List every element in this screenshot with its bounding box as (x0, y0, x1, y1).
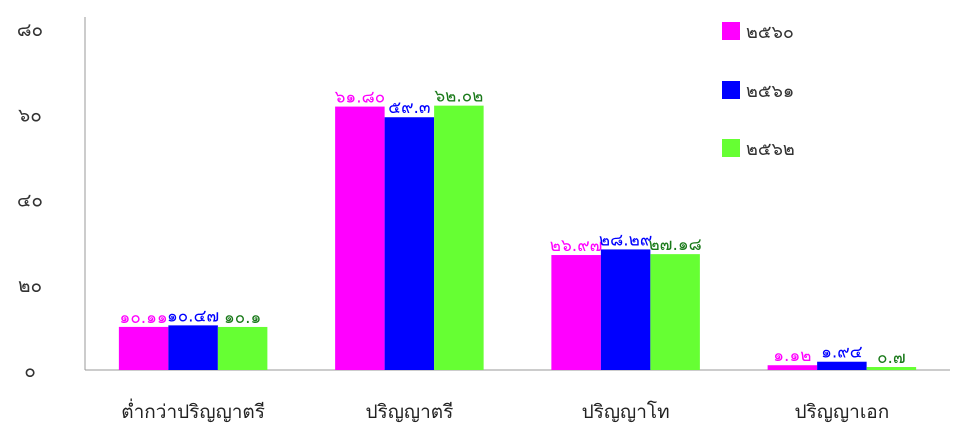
data-label: ๖๒.๐๒ (434, 87, 483, 107)
data-label: ๑๐.๔๗ (167, 306, 219, 326)
data-label: ๑๐.๑ (224, 308, 261, 328)
bar-๒๕๖๑-ปริญญาเอก (817, 361, 867, 370)
data-label: ๑.๙๔ (821, 343, 863, 363)
data-label: ๑๐.๑๑ (120, 308, 168, 328)
y-tick-label: ๒๐ (18, 275, 42, 297)
y-tick-label: ๖๐ (18, 104, 42, 126)
bar-๒๕๖๑-ปริญญาโท (600, 249, 651, 370)
y-tick-label: ๘๐ (17, 19, 43, 41)
bar-๒๕๖๒-ต่ำกว่าปริญญาตรี (217, 326, 268, 370)
bar-๒๕๖๑-ต่ำกว่าปริญญาตรี (168, 325, 218, 370)
data-label: ๒๘.๒๙ (599, 230, 652, 250)
bar-๒๕๖๒-ปริญญาเอก (866, 367, 917, 370)
bars (118, 105, 917, 371)
bar-๒๕๖๑-ปริญญาตรี (384, 117, 435, 370)
y-tick-label: ๐ (24, 360, 36, 382)
x-category-label: ปริญญาตรี (365, 401, 453, 423)
y-tick-label: ๔๐ (17, 190, 43, 212)
legend-swatch-๒๕๖๒ (722, 139, 740, 157)
x-category-label: ต่ำกว่าปริญญาตรี (121, 398, 265, 423)
bar-๒๕๖๐-ปริญญาโท (551, 255, 601, 370)
bar-๒๕๖๒-ปริญญาตรี (434, 105, 484, 371)
x-category-labels: ต่ำกว่าปริญญาตรี ปริญญาตรี ปริญญาโท ปริญญาเ… (121, 398, 889, 423)
legend-label: ๒๕๖๐ (746, 22, 794, 43)
data-label: ๒๖.๙๗ (550, 236, 603, 256)
legend-label: ๒๕๖๑ (746, 81, 794, 102)
data-label: ๑.๑๒ (773, 346, 811, 366)
data-labels: ๑๐.๑๑ ๑๐.๔๗ ๑๐.๑ ๖๑.๘๐๕๙.๓๖๒.๐๒๒๖.๙๗๒๘.๒๙๒๗… (120, 87, 906, 368)
bar-๒๕๖๐-ปริญญาตรี (335, 106, 385, 370)
x-category-label: ปริญญาเอก (795, 401, 890, 423)
bar-๒๕๖๒-ปริญญาโท (650, 254, 700, 370)
legend-label: ๒๕๖๒ (746, 139, 795, 160)
bar-๒๕๖๐-ต่ำกว่าปริญญาตรี (118, 326, 169, 370)
data-label: ๐.๗ (877, 348, 906, 368)
x-category-label: ปริญญาโท (582, 400, 670, 423)
y-tick-labels: ๐ ๒๐ ๔๐ ๖๐ ๘๐ (17, 19, 43, 382)
legend-swatch-๒๕๖๑ (722, 81, 740, 99)
legend-swatch-๒๕๖๐ (722, 22, 740, 40)
bar-๒๕๖๐-ปริญญาเอก (767, 365, 818, 370)
data-label: ๕๙.๓ (388, 98, 430, 118)
data-label: ๖๑.๘๐ (335, 88, 385, 108)
data-label: ๒๗.๑๘ (648, 235, 701, 255)
